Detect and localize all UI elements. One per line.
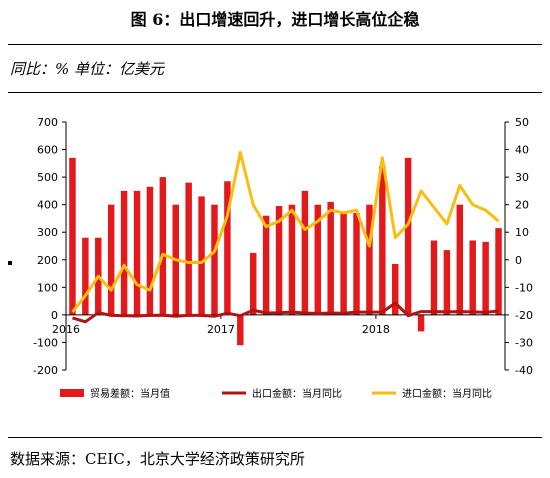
left-tick-label: 0 [51,309,58,322]
right-tick-label: 50 [515,116,529,129]
trade-balance-bar [353,212,360,315]
trade-balance-bar [146,186,154,315]
export-growth-line [72,301,499,324]
left-tick-label: -100 [33,336,58,349]
trade-balance-bar [107,204,115,315]
legend-export-growth-label: 出口金额：当月同比 [252,387,342,400]
legend-import-growth-label: 进口金额：当月同比 [402,387,492,400]
trade-balance-bar [456,204,464,315]
trade-balance-bar [392,263,399,315]
trade-balance-bar [249,252,257,315]
left-tick-label: 400 [37,199,58,212]
trade-balance-bar [185,182,192,315]
trade-balance-bar [69,157,76,315]
trade-balance-bar [482,241,489,315]
trade-balance-bar [237,314,244,346]
trade-balance-bar [120,190,128,315]
trade-balance-bar [314,204,322,315]
left-tick-label: 700 [37,116,58,129]
left-tick-label: 500 [37,171,58,184]
left-tick-label: 300 [37,226,58,239]
legend-trade-balance-swatch [60,389,84,397]
trade-balance-bar [495,228,502,315]
import-growth-line [71,150,500,314]
right-tick-label: 20 [515,199,529,212]
trade-balance-bar [379,166,386,315]
trade-balance-bar [327,201,334,315]
title-rule [8,44,542,45]
plot-bottom-rule [8,437,542,438]
trade-balance-bar [262,215,270,315]
trade-balance-bar [417,314,425,332]
left-tick-label: -200 [33,364,58,377]
trade-balance-bar [275,206,283,315]
right-tick-label: -10 [515,281,533,294]
trade-balance-bar [159,177,167,315]
right-tick-label: 0 [515,254,522,267]
trade-balance-bar [82,237,89,315]
legend-trade-balance-label: 贸易差额：当月值 [90,387,170,400]
x-tick-label: 2018 [362,323,390,336]
right-tick-label: 30 [515,171,529,184]
source-note: 数据来源：CEIC，北京大学经济政策研究所 [10,450,305,468]
trade-balance-bar [366,204,373,315]
x-tick-label: 2017 [207,323,235,336]
trade-balance-bar [198,196,205,315]
left-tick-label: 200 [37,254,58,267]
trade-balance-bar [404,157,412,315]
trade-balance-bar [288,204,296,315]
unit-label: 同比：% 单位：亿美元 [10,60,165,78]
trade-balance-bar [224,181,231,315]
right-tick-label: 10 [515,226,529,239]
right-tick-label: -20 [515,309,533,322]
trade-balance-bar [430,240,438,315]
right-tick-label: 40 [515,144,529,157]
right-tick-label: -30 [515,336,533,349]
plot-top-rule [8,92,542,93]
x-tick-label: 2016 [52,323,80,336]
left-tick-label: 600 [37,144,58,157]
trade-balance-bar [340,212,347,315]
trade-balance-bar [469,240,476,315]
trade-balance-bar [211,204,218,315]
trade-balance-bar [301,190,309,315]
left-tick-label: 100 [37,281,58,294]
left-edge-marker [8,261,12,265]
trade-balance-bar [133,190,141,315]
right-tick-label: -40 [515,364,533,377]
trade-balance-bar [443,250,451,315]
chart-title: 图 6：出口增速回升，进口增长高位企稳 [130,10,420,29]
